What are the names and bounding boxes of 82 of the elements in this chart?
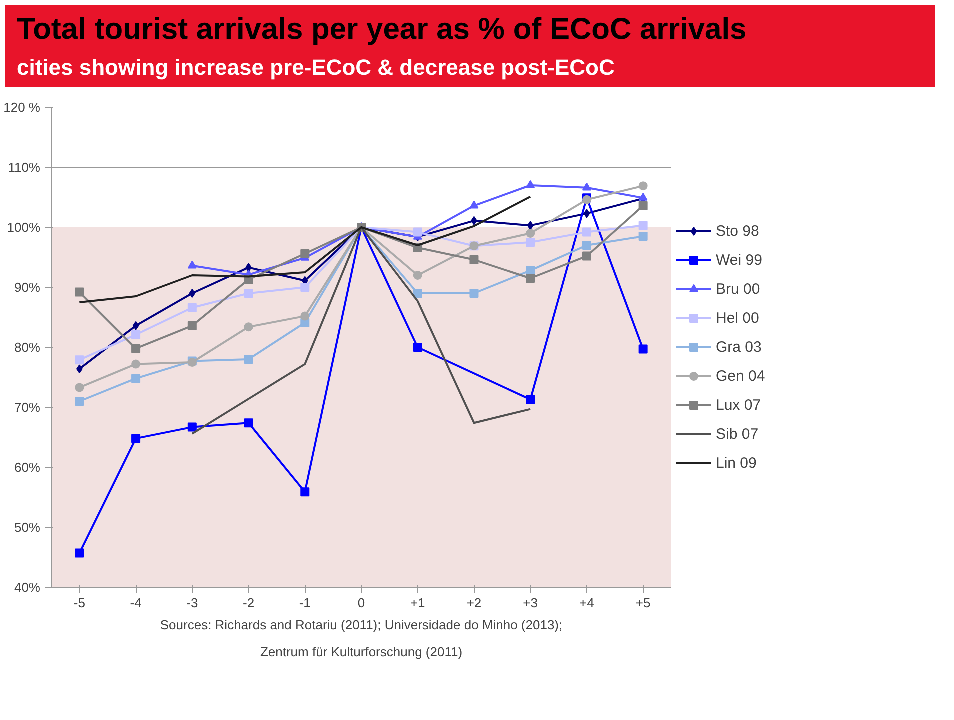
point bbox=[526, 266, 536, 276]
y-tick-label: 120 % bbox=[4, 100, 41, 116]
legend-label: Wei 99 bbox=[716, 252, 762, 269]
x-tick-label: -1 bbox=[299, 596, 311, 611]
legend-label: Sib 07 bbox=[716, 426, 759, 443]
point bbox=[244, 355, 254, 364]
point bbox=[413, 289, 422, 298]
point bbox=[582, 252, 592, 262]
point bbox=[413, 228, 422, 238]
point bbox=[188, 322, 197, 331]
legend-label: Lin 09 bbox=[716, 454, 757, 472]
x-tick-label: +3 bbox=[523, 596, 538, 611]
point bbox=[244, 322, 254, 332]
point bbox=[132, 374, 141, 384]
point bbox=[526, 274, 536, 284]
point bbox=[244, 289, 254, 298]
point bbox=[75, 383, 84, 392]
point bbox=[188, 423, 197, 432]
y-tick-label: 60% bbox=[14, 460, 41, 476]
point bbox=[470, 256, 479, 265]
source-note: Sources: Richards and Rotariu (2011); Universidade do Minho (2013); bbox=[160, 618, 563, 633]
point bbox=[638, 202, 648, 211]
point bbox=[188, 261, 197, 269]
y-tick-label: 100% bbox=[7, 220, 41, 236]
point bbox=[638, 221, 648, 230]
chart-subtitle: cities showing increase pre-ECoC & decrease post-ECoC bbox=[17, 54, 616, 82]
point bbox=[413, 343, 422, 352]
point bbox=[470, 289, 479, 298]
legend-label: Sto 98 bbox=[716, 222, 760, 240]
y-tick-label: 80% bbox=[14, 340, 41, 356]
y-tick-label: 40% bbox=[14, 580, 41, 596]
point bbox=[526, 180, 536, 189]
point bbox=[526, 395, 536, 404]
point bbox=[189, 289, 196, 298]
point bbox=[132, 330, 141, 340]
point bbox=[413, 271, 422, 280]
point bbox=[300, 488, 310, 497]
x-tick-label: +4 bbox=[580, 596, 594, 611]
x-tick-label: -2 bbox=[242, 596, 255, 611]
y-tick-label: 70% bbox=[14, 400, 41, 416]
point bbox=[132, 322, 140, 331]
point bbox=[75, 397, 84, 406]
line-series bbox=[78, 196, 532, 304]
point bbox=[75, 549, 84, 558]
text: Zentrum für Kulturforschung (2011) bbox=[260, 644, 463, 660]
x-tick-label: -5 bbox=[74, 596, 86, 611]
x-tick-label: +5 bbox=[636, 596, 651, 611]
legend-label: Gra 03 bbox=[716, 338, 762, 356]
x-tick-label: +2 bbox=[466, 596, 482, 611]
point bbox=[638, 345, 648, 354]
x-tick-label: 0 bbox=[358, 596, 366, 611]
legend-label: Gen 04 bbox=[716, 368, 766, 385]
legend-label: Lux 07 bbox=[716, 396, 762, 414]
point bbox=[526, 238, 536, 248]
point bbox=[75, 356, 84, 365]
y-tick-label: 50% bbox=[14, 520, 41, 536]
point bbox=[300, 312, 310, 322]
point bbox=[244, 418, 254, 428]
point bbox=[582, 183, 592, 191]
y-tick-label: 110% bbox=[8, 160, 41, 176]
point bbox=[300, 283, 310, 292]
point bbox=[75, 288, 84, 298]
x-tick-label: -4 bbox=[130, 596, 142, 611]
x-tick-label: +1 bbox=[410, 596, 426, 611]
point bbox=[300, 250, 310, 259]
point bbox=[582, 228, 592, 238]
point bbox=[132, 360, 141, 370]
point bbox=[188, 304, 197, 313]
x-tick-label: -3 bbox=[186, 596, 198, 611]
point bbox=[132, 344, 141, 354]
legend-label: Bru 00 bbox=[716, 280, 760, 298]
point bbox=[470, 201, 479, 209]
point bbox=[132, 434, 141, 444]
legend-label: Hel 00 bbox=[716, 310, 760, 327]
point bbox=[582, 241, 592, 250]
point bbox=[527, 221, 534, 230]
chart-title: Total tourist arrivals per year as % of ECoC arrivals bbox=[17, 12, 747, 48]
point bbox=[638, 182, 648, 191]
point bbox=[584, 209, 590, 218]
y-tick-label: 90% bbox=[14, 280, 41, 296]
point bbox=[526, 229, 536, 238]
point bbox=[638, 232, 648, 242]
